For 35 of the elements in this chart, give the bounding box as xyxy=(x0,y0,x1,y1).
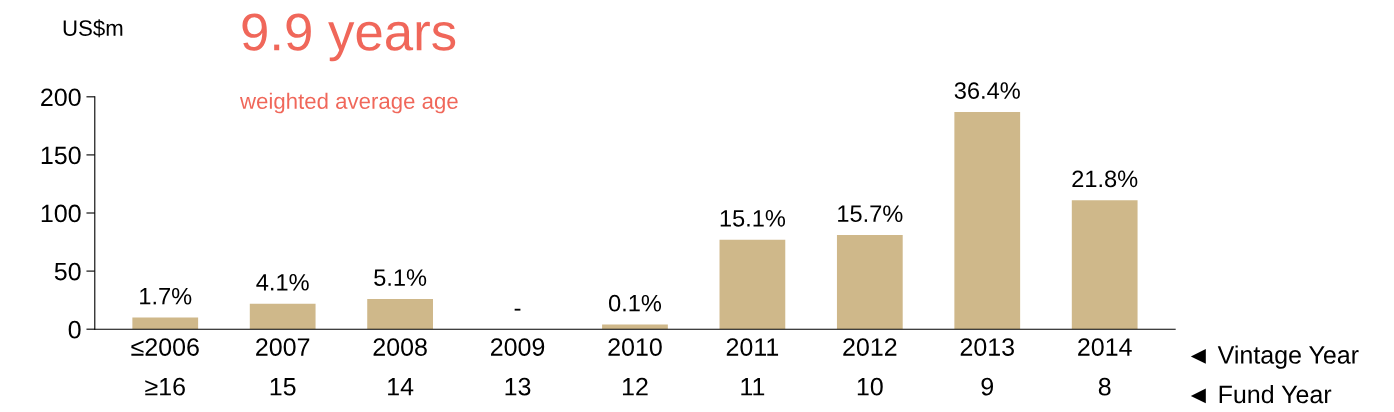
chart-title: 9.9 years xyxy=(242,13,456,62)
x-tick-label: 2009 13 xyxy=(490,338,545,396)
x-tick-label: 2007 15 xyxy=(256,338,310,396)
x-tick-label: ≤2006 ≥16 xyxy=(131,338,199,396)
y-axis-title: US$m xyxy=(63,19,123,38)
x-tick-label: 2008 14 xyxy=(373,338,427,396)
bar xyxy=(954,111,1021,330)
text: ◄ Vintage Year xyxy=(1190,345,1359,369)
annotation: 0.1% xyxy=(608,294,662,312)
bar xyxy=(367,298,433,330)
y-tick-label: 200 xyxy=(41,88,81,107)
annotation: - xyxy=(514,308,521,311)
annotation: 4.1% xyxy=(256,274,309,291)
chart-subtitle: weighted average age xyxy=(239,92,458,114)
x-tick-label: 2010 12 xyxy=(608,338,662,396)
annotation: 1.7% xyxy=(140,287,192,305)
y-tick-label: 150 xyxy=(41,146,81,165)
bar xyxy=(249,303,316,330)
bar xyxy=(1071,200,1138,330)
annotation: 36.4% xyxy=(954,82,1020,99)
y-tick-label: 100 xyxy=(41,204,81,223)
x-tick-label: 2014 8 xyxy=(1078,338,1132,396)
bar xyxy=(836,235,903,330)
y-tick-label: 50 xyxy=(54,262,81,281)
annotation: 15.7% xyxy=(838,205,903,223)
x-tick-label: 2013 9 xyxy=(960,338,1014,396)
x-tick-label: 2012 10 xyxy=(843,338,897,396)
bar xyxy=(132,317,199,330)
bar xyxy=(719,239,786,330)
annotation: 21.8% xyxy=(1072,170,1138,188)
x-tick-label: 2011 11 xyxy=(726,338,779,396)
annotation: 5.1% xyxy=(374,269,427,286)
annotation: 15.1% xyxy=(720,210,786,227)
text: ◄ Fund Year xyxy=(1190,384,1332,404)
y-tick-label: 0 xyxy=(68,320,81,339)
